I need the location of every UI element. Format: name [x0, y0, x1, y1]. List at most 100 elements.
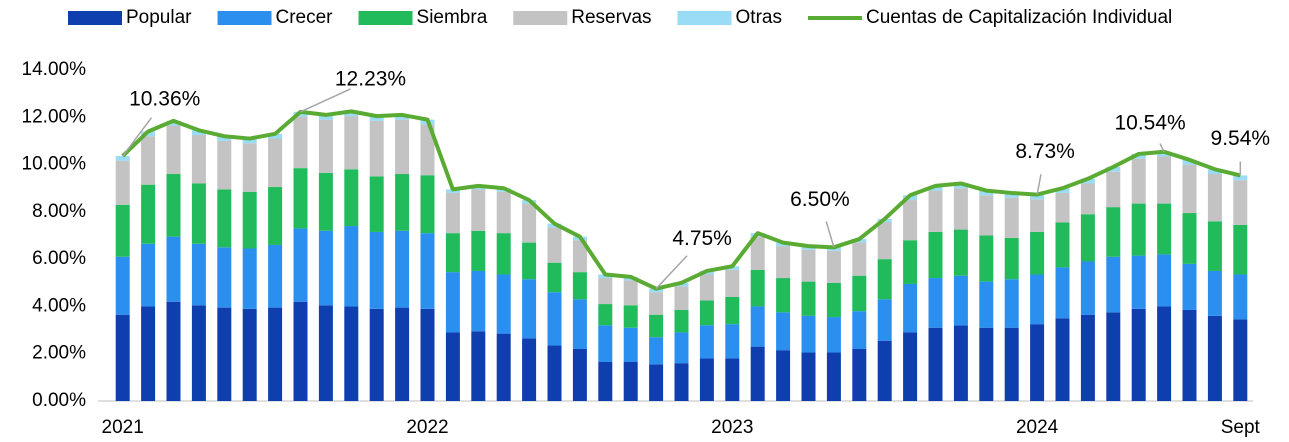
bar-segment	[623, 361, 638, 401]
bar-segment	[852, 275, 867, 312]
bar-segment	[1030, 324, 1045, 401]
bar-segment	[191, 135, 206, 184]
bar-segment	[217, 136, 232, 141]
y-tick-label: 6.00%	[32, 248, 86, 269]
bar-segment	[1106, 256, 1121, 313]
bar-segment	[318, 230, 333, 306]
bar-segment	[801, 249, 816, 282]
bar-segment	[598, 304, 613, 326]
data-label: 4.75%	[672, 227, 732, 250]
bar-segment	[1030, 199, 1045, 232]
bar-segment	[1106, 207, 1121, 257]
bar-segment	[115, 204, 130, 257]
bar-segment	[547, 345, 562, 401]
bar-segment	[699, 300, 714, 326]
bar-segment	[1030, 194, 1045, 200]
data-label: 10.54%	[1114, 111, 1185, 134]
bar-segment	[1207, 221, 1222, 271]
bar-segment	[395, 114, 410, 120]
bar-segment	[471, 331, 486, 401]
bar-segment	[471, 189, 486, 231]
bar-segment	[1004, 327, 1019, 401]
bar-segment	[496, 333, 511, 401]
bar-segment	[598, 361, 613, 401]
y-tick-label: 2.00%	[32, 343, 86, 364]
bar-segment	[623, 280, 638, 306]
bar-segment	[776, 278, 791, 313]
bar-segment	[344, 111, 359, 117]
bar-segment	[649, 337, 664, 365]
bar-segment	[547, 262, 562, 293]
legend-label: Otras	[736, 7, 782, 28]
bar-segment	[141, 136, 156, 185]
bar-segment	[445, 332, 460, 401]
bar-segment	[115, 156, 130, 161]
bar-segment	[928, 327, 943, 401]
bar-segment	[877, 259, 892, 300]
bar-segment	[1131, 158, 1146, 204]
bar-segment	[903, 283, 918, 333]
bar-segment	[1182, 164, 1197, 214]
bar-segment	[674, 286, 689, 310]
bar-segment	[750, 306, 765, 347]
bar-segment	[1055, 188, 1070, 193]
leader-line	[1159, 143, 1165, 153]
bar-segment	[395, 174, 410, 231]
bar-segment	[750, 269, 765, 307]
bar-segment	[1182, 159, 1197, 165]
y-tick-label: 8.00%	[32, 201, 86, 222]
bar-segment	[268, 133, 283, 139]
bar-segment	[776, 246, 791, 279]
bar-segment	[1131, 308, 1146, 401]
bar-segment	[1157, 203, 1172, 255]
bar-segment	[674, 363, 689, 401]
legend-swatch	[513, 11, 568, 25]
bar-segment	[445, 192, 460, 234]
bar-segment	[191, 130, 206, 136]
bar-segment	[877, 222, 892, 260]
bar-segment	[268, 187, 283, 245]
bar-segment	[395, 230, 410, 308]
bar-segment	[318, 172, 333, 231]
y-tick-label: 14.00%	[22, 59, 87, 80]
bar-segment	[166, 174, 181, 237]
bar-segment	[1157, 306, 1172, 401]
x-tick-label: 2021	[102, 417, 144, 438]
bar-segment	[445, 233, 460, 273]
bar-segment	[1233, 319, 1248, 401]
bar-segment	[979, 235, 994, 282]
legend-swatch	[677, 11, 732, 25]
bar-segment	[1207, 315, 1222, 401]
bar-segment	[1233, 175, 1248, 181]
bar-segment	[242, 191, 257, 249]
bar-segment	[852, 242, 867, 276]
bar-segment	[725, 269, 740, 297]
bar-segment	[496, 233, 511, 275]
bar-segment	[1004, 192, 1019, 198]
bar-segment	[420, 175, 435, 234]
bar-segment	[420, 124, 435, 176]
bar-segment	[979, 195, 994, 236]
bar-segment	[1131, 203, 1146, 256]
bar-segment	[826, 250, 841, 283]
bar-segment	[522, 279, 537, 339]
bar-segment	[166, 301, 181, 401]
bar-segment	[877, 299, 892, 341]
bar-segment	[725, 296, 740, 325]
bar-segment	[1233, 274, 1248, 320]
legend-swatch	[68, 11, 122, 25]
bar-segment	[903, 332, 918, 401]
x-tick-label: 2024	[1016, 417, 1059, 438]
bar-segment	[750, 346, 765, 401]
bar-segment	[725, 324, 740, 359]
data-label: 6.50%	[790, 188, 850, 211]
bar-segment	[191, 183, 206, 244]
legend-swatch	[217, 11, 272, 25]
bar-segment	[1207, 174, 1222, 222]
bar-segment	[191, 305, 206, 401]
bar-segment	[826, 282, 841, 318]
bar-segment	[141, 306, 156, 401]
x-tick-label: 2023	[711, 417, 753, 438]
x-tick-label: 2022	[406, 417, 448, 438]
bar-segment	[1030, 231, 1045, 275]
